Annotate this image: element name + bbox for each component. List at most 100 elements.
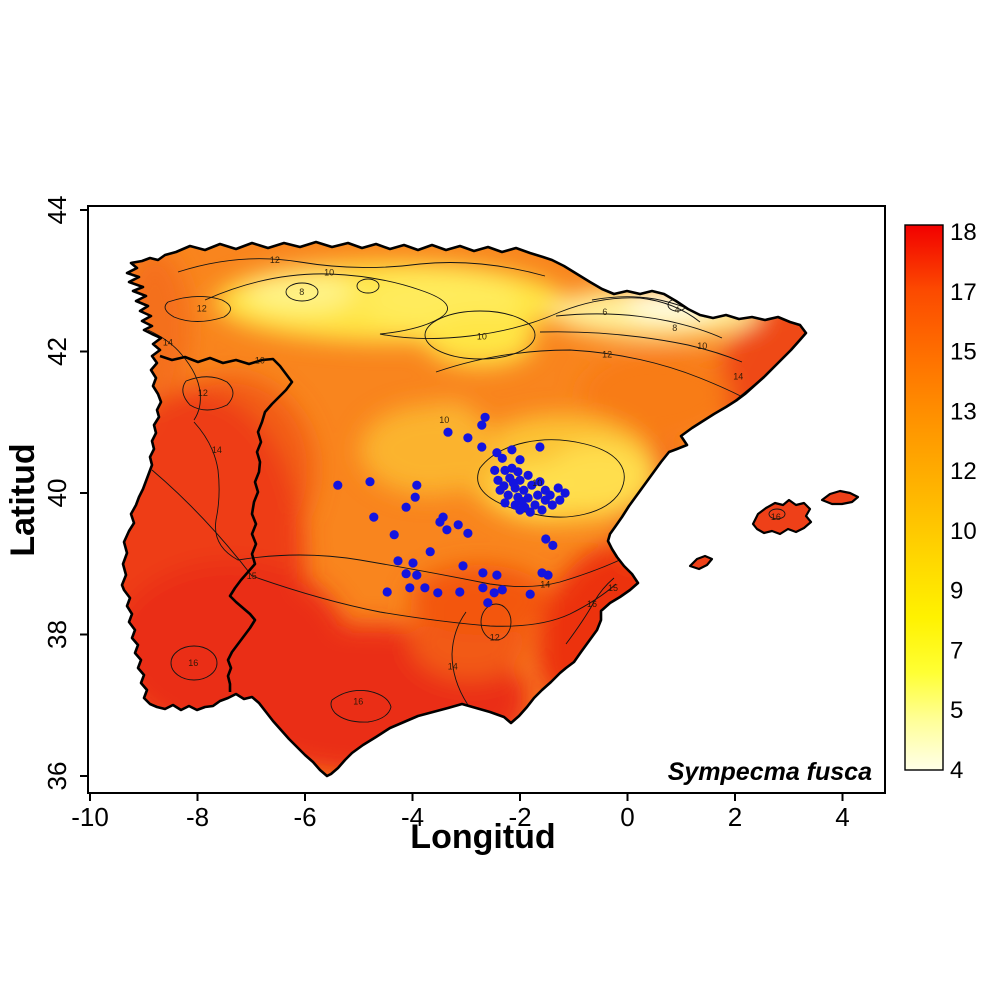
occurrence-point xyxy=(443,427,453,437)
occurrence-point xyxy=(517,496,527,507)
colorbar-tick-label: 18 xyxy=(950,219,977,246)
occurrence-point xyxy=(382,587,392,597)
colorbar-tick-label: 4 xyxy=(950,757,963,784)
occurrence-point xyxy=(393,556,403,566)
occurrence-point xyxy=(515,455,525,465)
y-tick-label: 36 xyxy=(42,762,72,791)
spain-portugal-border xyxy=(159,354,294,692)
occurrence-point xyxy=(541,534,551,544)
colorbar-tick-label: 12 xyxy=(950,458,977,485)
occurrence-point xyxy=(519,485,529,495)
x-tick-label: 4 xyxy=(835,802,849,832)
occurrence-point xyxy=(499,481,509,491)
occurrence-point xyxy=(493,475,503,485)
occurrence-point xyxy=(515,505,525,515)
occurrence-point xyxy=(463,433,473,443)
occurrence-point xyxy=(333,480,343,490)
contour-value-label: 12 xyxy=(602,349,612,359)
x-tick-label: 2 xyxy=(728,802,742,832)
occurrence-point xyxy=(401,502,411,512)
x-tick-label: -10 xyxy=(71,802,109,832)
contour-value-label: 10 xyxy=(324,267,334,277)
occurrence-point xyxy=(527,480,537,490)
island-mallorca xyxy=(751,498,813,536)
occurrence-point xyxy=(410,492,420,502)
contour-value-label: 12 xyxy=(198,388,208,398)
contour-value-label: 15 xyxy=(247,571,257,581)
y-tick-label: 40 xyxy=(42,479,72,508)
contour-value-label: 10 xyxy=(255,356,265,366)
occurrence-point xyxy=(507,445,517,455)
occurrence-point xyxy=(483,598,493,608)
occurrence-point xyxy=(530,500,540,510)
occurrence-point xyxy=(537,505,547,515)
occurrence-point xyxy=(545,490,555,500)
x-axis-ticks: -10 -8 -6 -4 -2 0 2 4 xyxy=(71,793,850,832)
contour-lines xyxy=(147,258,793,723)
occurrence-point xyxy=(408,558,418,568)
occurrence-point xyxy=(503,490,513,500)
contour-value-label: 12 xyxy=(197,303,207,313)
occurrence-point xyxy=(478,583,488,593)
occurrence-point xyxy=(535,477,545,487)
x-axis-title: Longitud xyxy=(410,818,555,856)
contour-value-label: 8 xyxy=(672,323,677,333)
occurrence-point xyxy=(513,467,523,477)
occurrence-point xyxy=(453,520,463,530)
occurrence-point xyxy=(369,512,379,522)
occurrence-point xyxy=(492,448,502,458)
colorbar-labels: 18 17 15 13 12 10 9 7 5 4 xyxy=(950,219,977,784)
x-tick-label: -4 xyxy=(401,802,424,832)
occurrence-point xyxy=(458,561,468,571)
contour-value-label: 4 xyxy=(674,305,679,315)
mallorca-contour xyxy=(768,508,786,520)
x-tick-label: -2 xyxy=(508,802,531,832)
x-tick-label: 0 xyxy=(620,802,634,832)
occurrence-point xyxy=(553,483,563,493)
contour-value-label: 14 xyxy=(540,579,550,589)
occurrence-point xyxy=(508,478,519,488)
colorbar-tick-label: 5 xyxy=(950,697,963,724)
balearic-islands xyxy=(688,489,860,571)
occurrence-point xyxy=(477,420,487,430)
occurrence-point xyxy=(548,540,558,551)
y-axis-ticks: 36 38 40 42 44 xyxy=(42,196,88,791)
contour-value-label: 14 xyxy=(448,661,458,671)
contour-value-label: 10 xyxy=(477,332,487,342)
occurrence-point xyxy=(555,495,565,505)
contour-labels: 12 10 8 10 6 4 8 10 12 14 12 14 10 12 14 15 16 16 12 14 14 16… xyxy=(163,255,781,706)
colorbar-tick-label: 17 xyxy=(950,279,977,306)
occurrence-point xyxy=(365,477,375,487)
occurrence-point xyxy=(435,517,445,527)
occurrence-point xyxy=(401,569,411,579)
contour-value-label: 12 xyxy=(270,255,280,265)
occurrence-point xyxy=(547,500,557,510)
occurrence-point xyxy=(543,570,553,580)
occurrence-point xyxy=(525,507,535,517)
occurrence-point xyxy=(560,488,570,498)
species-label: Sympecma fusca xyxy=(668,758,872,786)
contour-value-label: 16 xyxy=(353,697,363,707)
occurrence-point xyxy=(533,490,543,500)
occurrence-point xyxy=(478,568,488,578)
iberia-coastline xyxy=(120,240,808,778)
occurrence-point xyxy=(405,583,415,593)
occurrence-point xyxy=(433,588,443,598)
occurrence-point xyxy=(477,442,487,452)
occurrence-point xyxy=(442,525,452,535)
colorbar-tick-label: 15 xyxy=(950,339,977,366)
occurrence-point xyxy=(535,442,545,452)
contour-value-label: 14 xyxy=(733,371,743,381)
y-tick-label: 42 xyxy=(42,337,72,366)
colorbar: 18 17 15 13 12 10 9 7 5 4 xyxy=(904,219,977,784)
occurrence-point xyxy=(389,530,399,540)
occurrence-point xyxy=(480,412,490,422)
island-menorca xyxy=(820,489,860,506)
occurrence-points xyxy=(333,412,570,608)
occurrence-point xyxy=(500,498,510,508)
contour-value-label: 6 xyxy=(602,307,607,317)
contour-value-label: 8 xyxy=(299,287,304,297)
occurrence-point xyxy=(420,583,430,593)
